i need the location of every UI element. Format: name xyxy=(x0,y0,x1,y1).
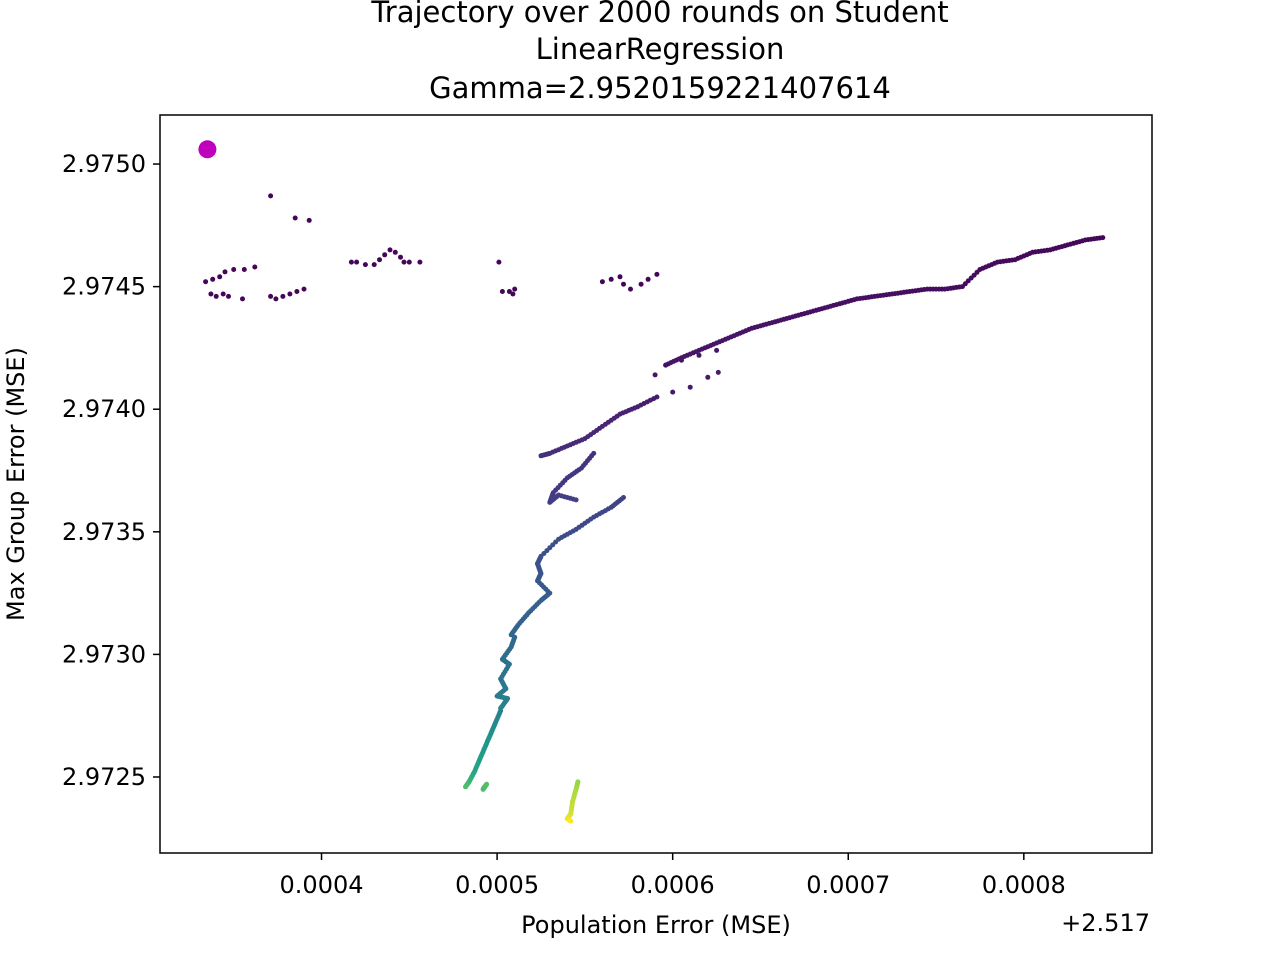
data-point xyxy=(362,262,368,268)
y-tick-label: 2.9725 xyxy=(62,763,146,791)
data-point xyxy=(652,372,658,378)
data-point xyxy=(654,271,660,277)
x-tick-label: 0.0008 xyxy=(982,871,1066,899)
data-point xyxy=(573,497,579,503)
data-point xyxy=(406,259,412,265)
data-point xyxy=(273,296,279,302)
start-point xyxy=(198,140,217,159)
y-axis-label: Max Group Error (MSE) xyxy=(2,347,30,621)
y-axis-ticks: 2.9725 2.9730 2.9735 2.9740 2.9745 2.9750 xyxy=(62,150,160,791)
data-point xyxy=(280,293,286,299)
data-point xyxy=(220,291,226,297)
data-point xyxy=(645,276,651,282)
data-point xyxy=(377,257,382,263)
data-point xyxy=(292,215,298,221)
data-point xyxy=(568,818,574,824)
data-point xyxy=(417,259,423,265)
data-point xyxy=(398,254,403,260)
data-point xyxy=(231,267,237,272)
y-tick-label: 2.9730 xyxy=(62,640,146,668)
data-point xyxy=(401,259,407,265)
data-point xyxy=(663,362,669,368)
data-point xyxy=(354,259,360,265)
y-tick-label: 2.9745 xyxy=(62,273,146,301)
y-tick-label: 2.9750 xyxy=(62,150,146,178)
data-point xyxy=(287,291,293,297)
data-point xyxy=(226,293,231,299)
data-point xyxy=(203,279,209,285)
x-tick-label: 0.0005 xyxy=(455,871,539,899)
x-axis-offset: +2.517 xyxy=(1061,909,1150,937)
data-point xyxy=(687,384,693,390)
chart-title-line-2: LinearRegression xyxy=(536,32,785,66)
data-point xyxy=(496,259,502,265)
y-tick-label: 2.9740 xyxy=(62,395,146,423)
scatter-points xyxy=(198,140,1106,824)
data-point xyxy=(371,262,377,268)
data-point xyxy=(213,293,219,299)
data-point xyxy=(252,264,258,270)
data-point xyxy=(512,286,518,292)
data-point xyxy=(392,249,398,255)
data-point xyxy=(617,274,623,280)
data-point xyxy=(608,276,614,282)
x-axis-label: Population Error (MSE) xyxy=(521,911,791,939)
x-tick-label: 0.0007 xyxy=(806,871,890,899)
data-point xyxy=(268,293,274,299)
data-point xyxy=(510,291,516,297)
x-tick-label: 0.0006 xyxy=(631,871,715,899)
data-point xyxy=(696,352,702,358)
x-axis-ticks: 0.0004 0.0005 0.0006 0.0007 0.0008 xyxy=(280,853,1066,899)
data-point xyxy=(387,247,393,253)
data-point xyxy=(508,632,514,638)
data-point xyxy=(506,289,512,294)
data-point xyxy=(638,281,644,287)
data-point xyxy=(268,193,274,199)
data-point xyxy=(241,267,247,272)
data-point xyxy=(679,357,684,363)
data-point xyxy=(715,369,721,375)
y-tick-label: 2.9735 xyxy=(62,518,146,546)
data-point xyxy=(538,453,544,459)
data-point xyxy=(222,269,228,275)
data-point xyxy=(306,217,312,223)
data-point xyxy=(463,784,468,790)
data-point xyxy=(670,389,676,395)
data-point xyxy=(599,279,605,285)
data-point xyxy=(208,291,214,297)
data-point xyxy=(628,286,633,292)
data-point xyxy=(240,296,245,302)
data-point xyxy=(382,252,388,258)
data-point xyxy=(714,347,720,353)
x-tick-label: 0.0004 xyxy=(280,871,364,899)
data-point xyxy=(499,289,505,294)
data-point xyxy=(210,276,216,282)
data-point xyxy=(705,374,711,380)
data-point xyxy=(294,289,300,294)
data-point xyxy=(217,274,223,280)
plot-frame xyxy=(159,114,1153,854)
chart-title-line-3: Gamma=2.9520159221407614 xyxy=(429,71,891,105)
data-point xyxy=(348,259,354,265)
data-point xyxy=(621,281,626,287)
data-point xyxy=(484,781,490,787)
data-point xyxy=(301,286,307,292)
chart-title-line-1: Trajectory over 2000 rounds on Student xyxy=(370,0,948,29)
